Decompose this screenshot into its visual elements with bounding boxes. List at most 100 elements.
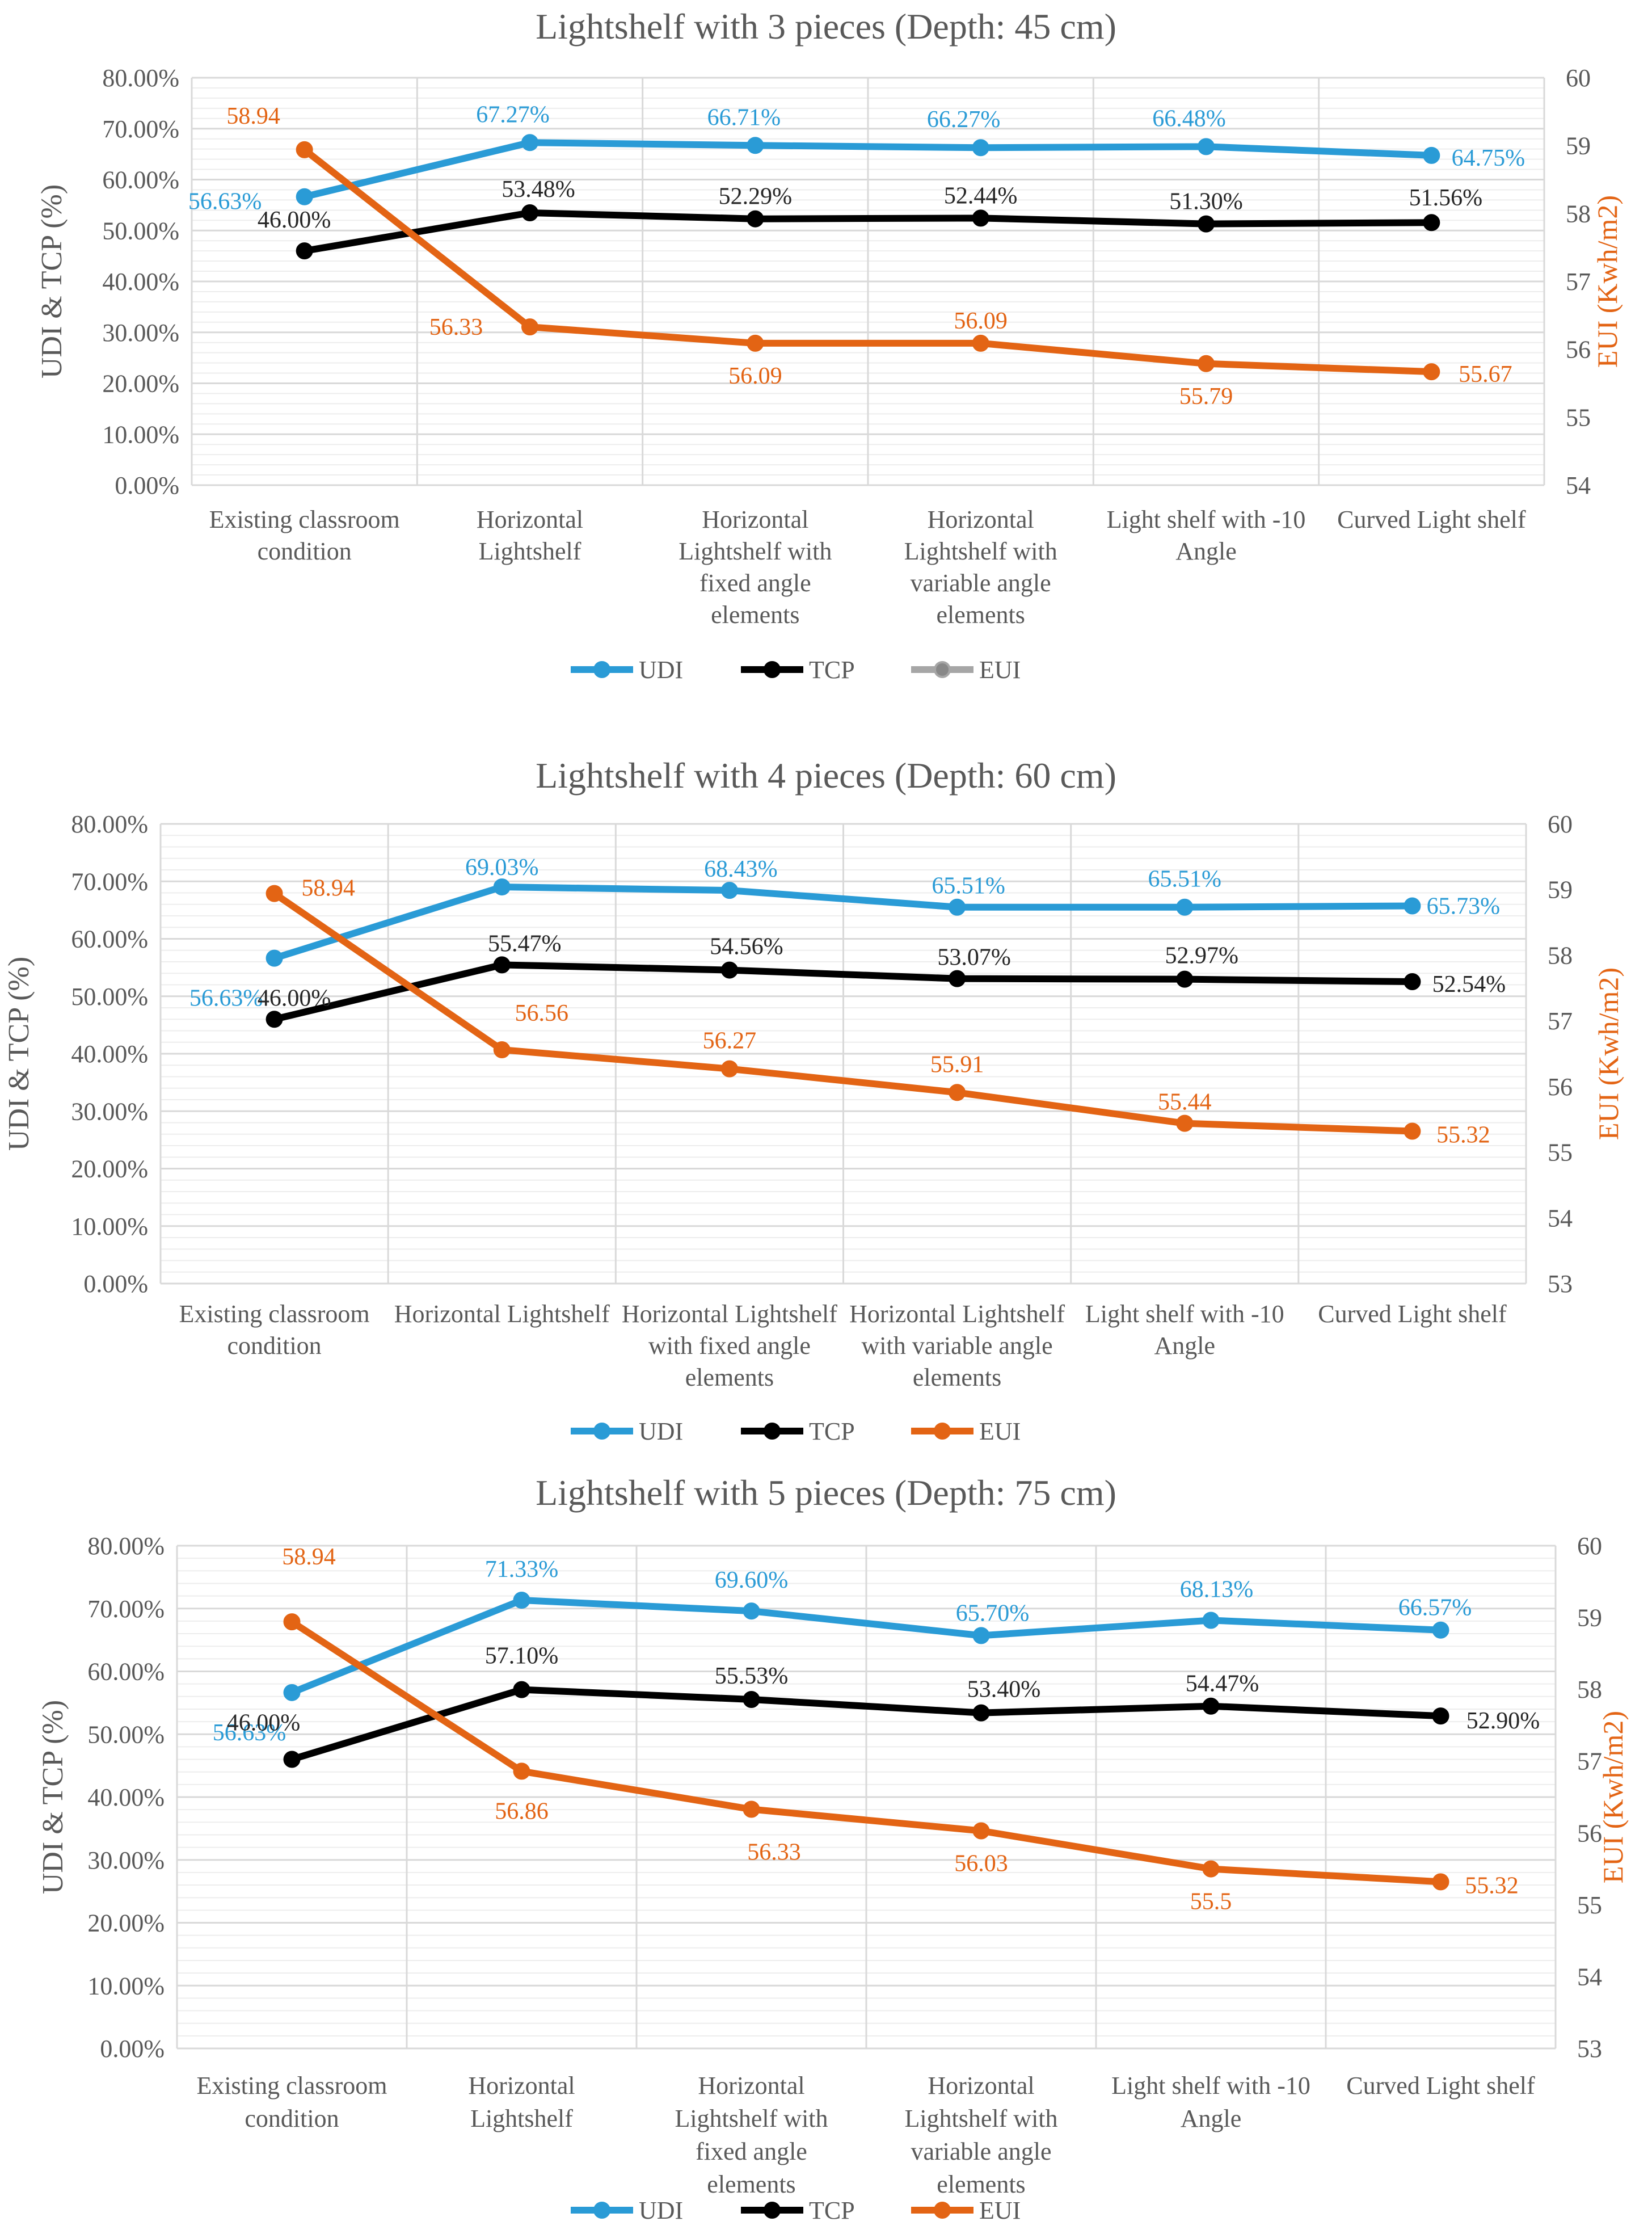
x-tick-label: Curved Light shelf — [1346, 2072, 1535, 2100]
y-tick-label: 10.00% — [87, 1972, 165, 2000]
data-label-tcp: 52.54% — [1432, 971, 1506, 998]
data-point-eui — [720, 1060, 738, 1078]
data-point-udi — [493, 878, 511, 896]
y-tick-label: 40.00% — [87, 1783, 165, 1811]
legend-marker-tcp — [764, 661, 781, 678]
data-label-udi: 56.63% — [188, 189, 262, 215]
x-tick-label: Existing classroom condition — [179, 1300, 370, 1360]
data-label-udi: 65.51% — [932, 873, 1005, 899]
legend-marker-eui — [934, 1423, 951, 1440]
x-tick-label: Horizontal Lightshelf with variable angle e… — [904, 506, 1057, 629]
data-point-eui — [266, 885, 283, 902]
y-tick-label: 0.00% — [100, 2035, 165, 2063]
data-point-eui — [1176, 1114, 1194, 1132]
x-tick-label: Horizontal Lightshelf with fixed angle ele… — [622, 1300, 837, 1391]
data-label-eui: 56.86 — [495, 1798, 549, 1824]
series-line-eui — [288, 1618, 1444, 1886]
data-label-tcp: 52.44% — [944, 183, 1018, 209]
legend-marker-eui — [934, 661, 951, 678]
data-point-tcp — [747, 210, 764, 228]
data-label-tcp: 54.47% — [1186, 1671, 1259, 1697]
data-point-tcp — [493, 956, 511, 974]
data-point-tcp — [1432, 1707, 1449, 1725]
data-label-eui: 56.56 — [515, 1000, 569, 1026]
y-tick-label: 30.00% — [102, 319, 179, 347]
legend-marker-tcp — [764, 2202, 781, 2219]
data-point-udi — [720, 882, 738, 899]
data-label-eui: 56.03 — [954, 1850, 1008, 1877]
legend-marker-udi — [593, 1423, 610, 1440]
y-tick-label: 30.00% — [87, 1846, 165, 1874]
data-point-udi — [972, 1627, 990, 1644]
x-tick-label: Light shelf with -10 Angle — [1107, 506, 1306, 565]
data-label-udi: 64.75% — [1452, 145, 1525, 171]
data-label-udi: 68.43% — [704, 856, 778, 882]
data-label-udi: 69.60% — [715, 1567, 789, 1593]
data-label-tcp: 51.30% — [1169, 189, 1243, 215]
x-tick-label: Light shelf with -10 Angle — [1085, 1300, 1284, 1360]
data-point-eui — [949, 1084, 966, 1101]
data-label-udi: 56.63% — [189, 986, 263, 1012]
x-tick-label: Existing classroom condition — [196, 2072, 387, 2132]
y-tick-label: 60.00% — [87, 1658, 165, 1686]
data-point-tcp — [972, 209, 989, 227]
legend-label-eui: EUI — [979, 656, 1021, 684]
data-label-udi: 66.57% — [1398, 1595, 1472, 1621]
data-label-udi: 66.27% — [927, 107, 1001, 133]
y2-tick-label: 55 — [1566, 403, 1591, 431]
data-point-udi — [972, 139, 989, 157]
chart-title: Lightshelf with 3 pieces (Depth: 45 cm) — [536, 6, 1116, 47]
data-label-eui: 56.33 — [747, 1840, 801, 1866]
data-point-udi — [1176, 898, 1194, 916]
data-point-eui — [283, 1613, 301, 1631]
y2-tick-label: 59 — [1577, 1604, 1602, 1632]
data-label-udi: 56.63% — [213, 1720, 286, 1746]
data-point-eui — [296, 141, 313, 158]
data-point-eui — [1202, 1860, 1220, 1878]
y-tick-label: 60.00% — [102, 166, 179, 194]
legend-label-udi: UDI — [639, 656, 683, 684]
series-line-tcp — [288, 1686, 1444, 1763]
x-tick-label: Horizontal Lightshelf — [394, 1300, 610, 1328]
y2-tick-label: 56 — [1566, 336, 1591, 364]
chart-panel-3: Lightshelf with 5 pieces (Depth: 75 cm) 0… — [37, 1472, 1629, 2224]
data-point-udi — [521, 134, 538, 152]
y-tick-label: 80.00% — [87, 1532, 165, 1560]
data-point-udi — [283, 1684, 301, 1701]
y2-tick-label: 54 — [1548, 1204, 1573, 1232]
y2-tick-label: 57 — [1577, 1748, 1602, 1776]
data-point-udi — [513, 1592, 530, 1609]
y-tick-label: 0.00% — [83, 1270, 148, 1298]
y2-axis-title: EUI (Kwh/m2) — [1591, 195, 1623, 368]
data-label-tcp: 53.07% — [937, 945, 1011, 971]
x-tick-label: Horizontal Lightshelf — [468, 2072, 575, 2132]
legend: UDI TCP EUI — [571, 1417, 1021, 1445]
data-point-tcp — [296, 242, 313, 260]
data-label-tcp: 52.97% — [1165, 943, 1239, 969]
x-tick-label: Horizontal Lightshelf with fixed angle elem… — [678, 506, 832, 629]
data-label-eui: 55.32 — [1465, 1873, 1519, 1899]
data-point-eui — [1423, 363, 1440, 381]
data-label-eui: 58.94 — [301, 876, 355, 902]
data-label-eui: 56.27 — [703, 1028, 757, 1054]
y-tick-label: 40.00% — [71, 1040, 148, 1068]
y2-tick-label: 54 — [1577, 1963, 1602, 1991]
y2-tick-label: 58 — [1548, 941, 1573, 969]
y-tick-label: 20.00% — [102, 370, 179, 398]
data-point-eui — [747, 334, 764, 352]
data-label-eui: 58.94 — [226, 103, 280, 129]
data-point-eui — [521, 318, 538, 336]
legend-label-tcp: TCP — [809, 1417, 855, 1445]
data-point-udi — [743, 1602, 760, 1620]
legend-label-eui: EUI — [979, 2197, 1021, 2224]
legend-label-tcp: TCP — [809, 2197, 855, 2224]
data-label-tcp: 55.53% — [715, 1663, 789, 1689]
series-line-eui — [301, 146, 1435, 376]
y-tick-label: 10.00% — [71, 1213, 148, 1240]
data-label-eui: 56.09 — [954, 308, 1008, 334]
x-tick-label: Curved Light shelf — [1318, 1300, 1507, 1328]
data-point-tcp — [720, 961, 738, 979]
data-point-udi — [747, 137, 764, 154]
